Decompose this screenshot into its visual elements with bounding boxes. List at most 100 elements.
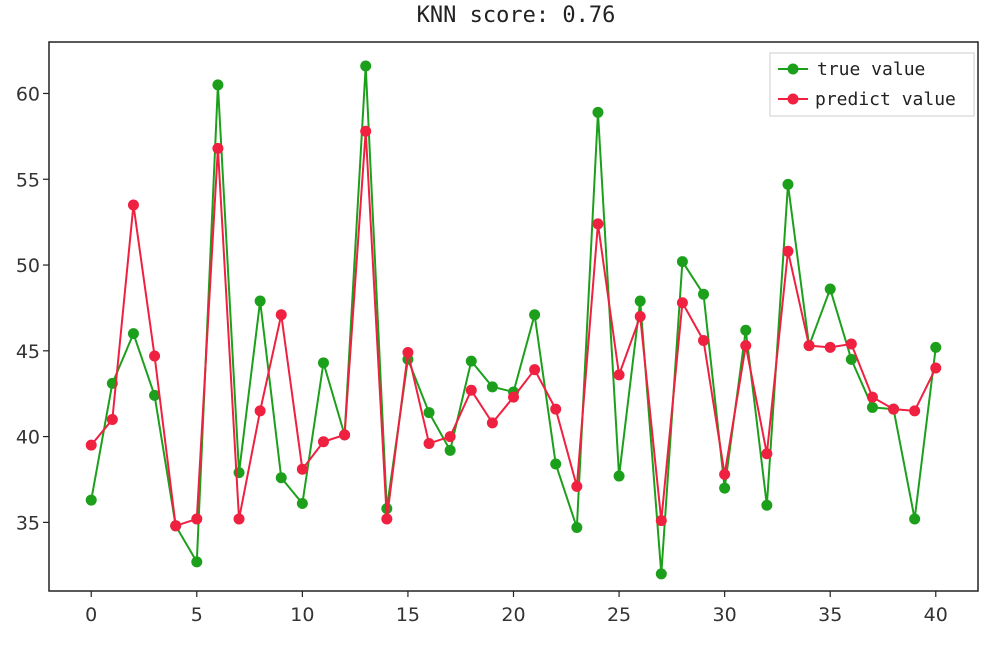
- data-point-predict-value: [402, 347, 414, 359]
- data-point-predict-value: [782, 245, 794, 257]
- data-point-true-value: [275, 472, 287, 484]
- data-point-true-value: [85, 494, 97, 506]
- data-point-predict-value: [845, 338, 857, 350]
- legend: true value predict value: [769, 52, 975, 117]
- data-point-predict-value: [824, 341, 836, 353]
- data-point-true-value: [930, 341, 942, 353]
- data-point-predict-value: [634, 311, 646, 322]
- data-point-true-value: [824, 283, 836, 295]
- x-tick-label: 0: [85, 604, 97, 626]
- legend-label-predict-value: predict value: [815, 89, 956, 110]
- data-point-predict-value: [317, 436, 329, 448]
- data-point-true-value: [254, 295, 266, 307]
- data-point-predict-value: [254, 405, 266, 417]
- data-point-true-value: [571, 522, 583, 534]
- data-point-true-value: [655, 568, 667, 580]
- x-tick-label: 10: [290, 604, 314, 626]
- y-tick-label: 35: [16, 512, 40, 534]
- data-point-predict-value: [339, 429, 351, 441]
- data-point-predict-value: [930, 362, 942, 374]
- chart-title: KNN score: 0.76: [417, 3, 616, 28]
- data-point-predict-value: [888, 403, 900, 415]
- x-axis: 0 5 10 15 20 25 30 35 40: [85, 591, 948, 626]
- data-point-predict-value: [803, 340, 815, 352]
- data-point-predict-value: [465, 384, 477, 396]
- y-tick-label: 60: [16, 83, 40, 105]
- x-tick-label: 40: [924, 604, 948, 626]
- data-point-true-value: [127, 328, 139, 340]
- x-tick-label: 5: [191, 604, 203, 626]
- data-point-predict-value: [170, 520, 182, 532]
- data-point-predict-value: [423, 437, 435, 449]
- data-point-predict-value: [360, 125, 372, 137]
- x-tick-label: 15: [396, 604, 420, 626]
- data-point-predict-value: [233, 513, 245, 525]
- data-point-true-value: [676, 256, 688, 268]
- data-point-true-value: [761, 499, 773, 511]
- data-point-predict-value: [613, 369, 625, 381]
- data-point-predict-value: [127, 199, 139, 211]
- y-tick-label: 40: [16, 427, 40, 449]
- legend-marker-true-value: [787, 63, 799, 75]
- data-point-predict-value: [296, 463, 308, 475]
- data-point-true-value: [698, 288, 710, 300]
- data-point-predict-value: [655, 515, 667, 527]
- data-point-true-value: [191, 556, 203, 568]
- legend-marker-predict-value: [787, 93, 799, 105]
- series-layer: [85, 60, 942, 580]
- x-tick-label: 25: [607, 604, 631, 626]
- data-point-true-value: [613, 470, 625, 482]
- data-point-true-value: [360, 60, 372, 72]
- data-point-true-value: [782, 178, 794, 190]
- y-tick-label: 55: [16, 169, 40, 191]
- data-point-true-value: [719, 482, 731, 494]
- data-point-predict-value: [275, 309, 287, 321]
- data-point-predict-value: [106, 413, 118, 425]
- data-point-true-value: [296, 498, 308, 510]
- data-point-predict-value: [529, 364, 541, 376]
- y-axis: 35 40 45 50 55 60: [16, 83, 49, 534]
- data-point-true-value: [909, 513, 921, 525]
- data-point-true-value: [486, 381, 498, 393]
- data-point-predict-value: [85, 439, 97, 451]
- data-point-predict-value: [550, 403, 562, 415]
- data-point-predict-value: [191, 513, 203, 525]
- data-point-true-value: [866, 401, 878, 413]
- plot-area: [48, 41, 979, 592]
- data-point-predict-value: [676, 297, 688, 309]
- data-point-true-value: [550, 458, 562, 470]
- series-predict-value: [85, 125, 942, 532]
- data-point-true-value: [529, 309, 541, 321]
- data-point-predict-value: [761, 448, 773, 460]
- data-point-predict-value: [149, 350, 161, 362]
- data-point-true-value: [592, 106, 604, 118]
- y-tick-label: 50: [16, 255, 40, 277]
- legend-box: [769, 52, 975, 117]
- data-point-true-value: [423, 407, 435, 419]
- data-point-predict-value: [698, 335, 710, 347]
- data-point-true-value: [212, 79, 224, 91]
- data-point-predict-value: [444, 431, 456, 443]
- data-point-true-value: [444, 444, 456, 456]
- data-point-predict-value: [866, 391, 878, 403]
- data-point-predict-value: [381, 513, 393, 525]
- data-point-predict-value: [719, 468, 731, 480]
- data-point-true-value: [634, 295, 646, 307]
- data-point-predict-value: [508, 391, 519, 403]
- data-point-true-value: [149, 389, 161, 401]
- data-point-predict-value: [909, 405, 921, 417]
- y-tick-label: 45: [16, 341, 40, 363]
- data-point-true-value: [317, 357, 329, 369]
- data-point-predict-value: [486, 417, 498, 429]
- data-point-predict-value: [571, 480, 583, 492]
- data-point-true-value: [740, 324, 752, 336]
- data-point-predict-value: [740, 340, 752, 352]
- data-point-true-value: [845, 353, 857, 365]
- data-point-predict-value: [212, 142, 224, 154]
- x-tick-label: 20: [501, 604, 525, 626]
- x-tick-label: 35: [818, 604, 842, 626]
- legend-label-true-value: true value: [817, 59, 925, 80]
- data-point-true-value: [465, 355, 477, 367]
- data-point-predict-value: [592, 218, 604, 230]
